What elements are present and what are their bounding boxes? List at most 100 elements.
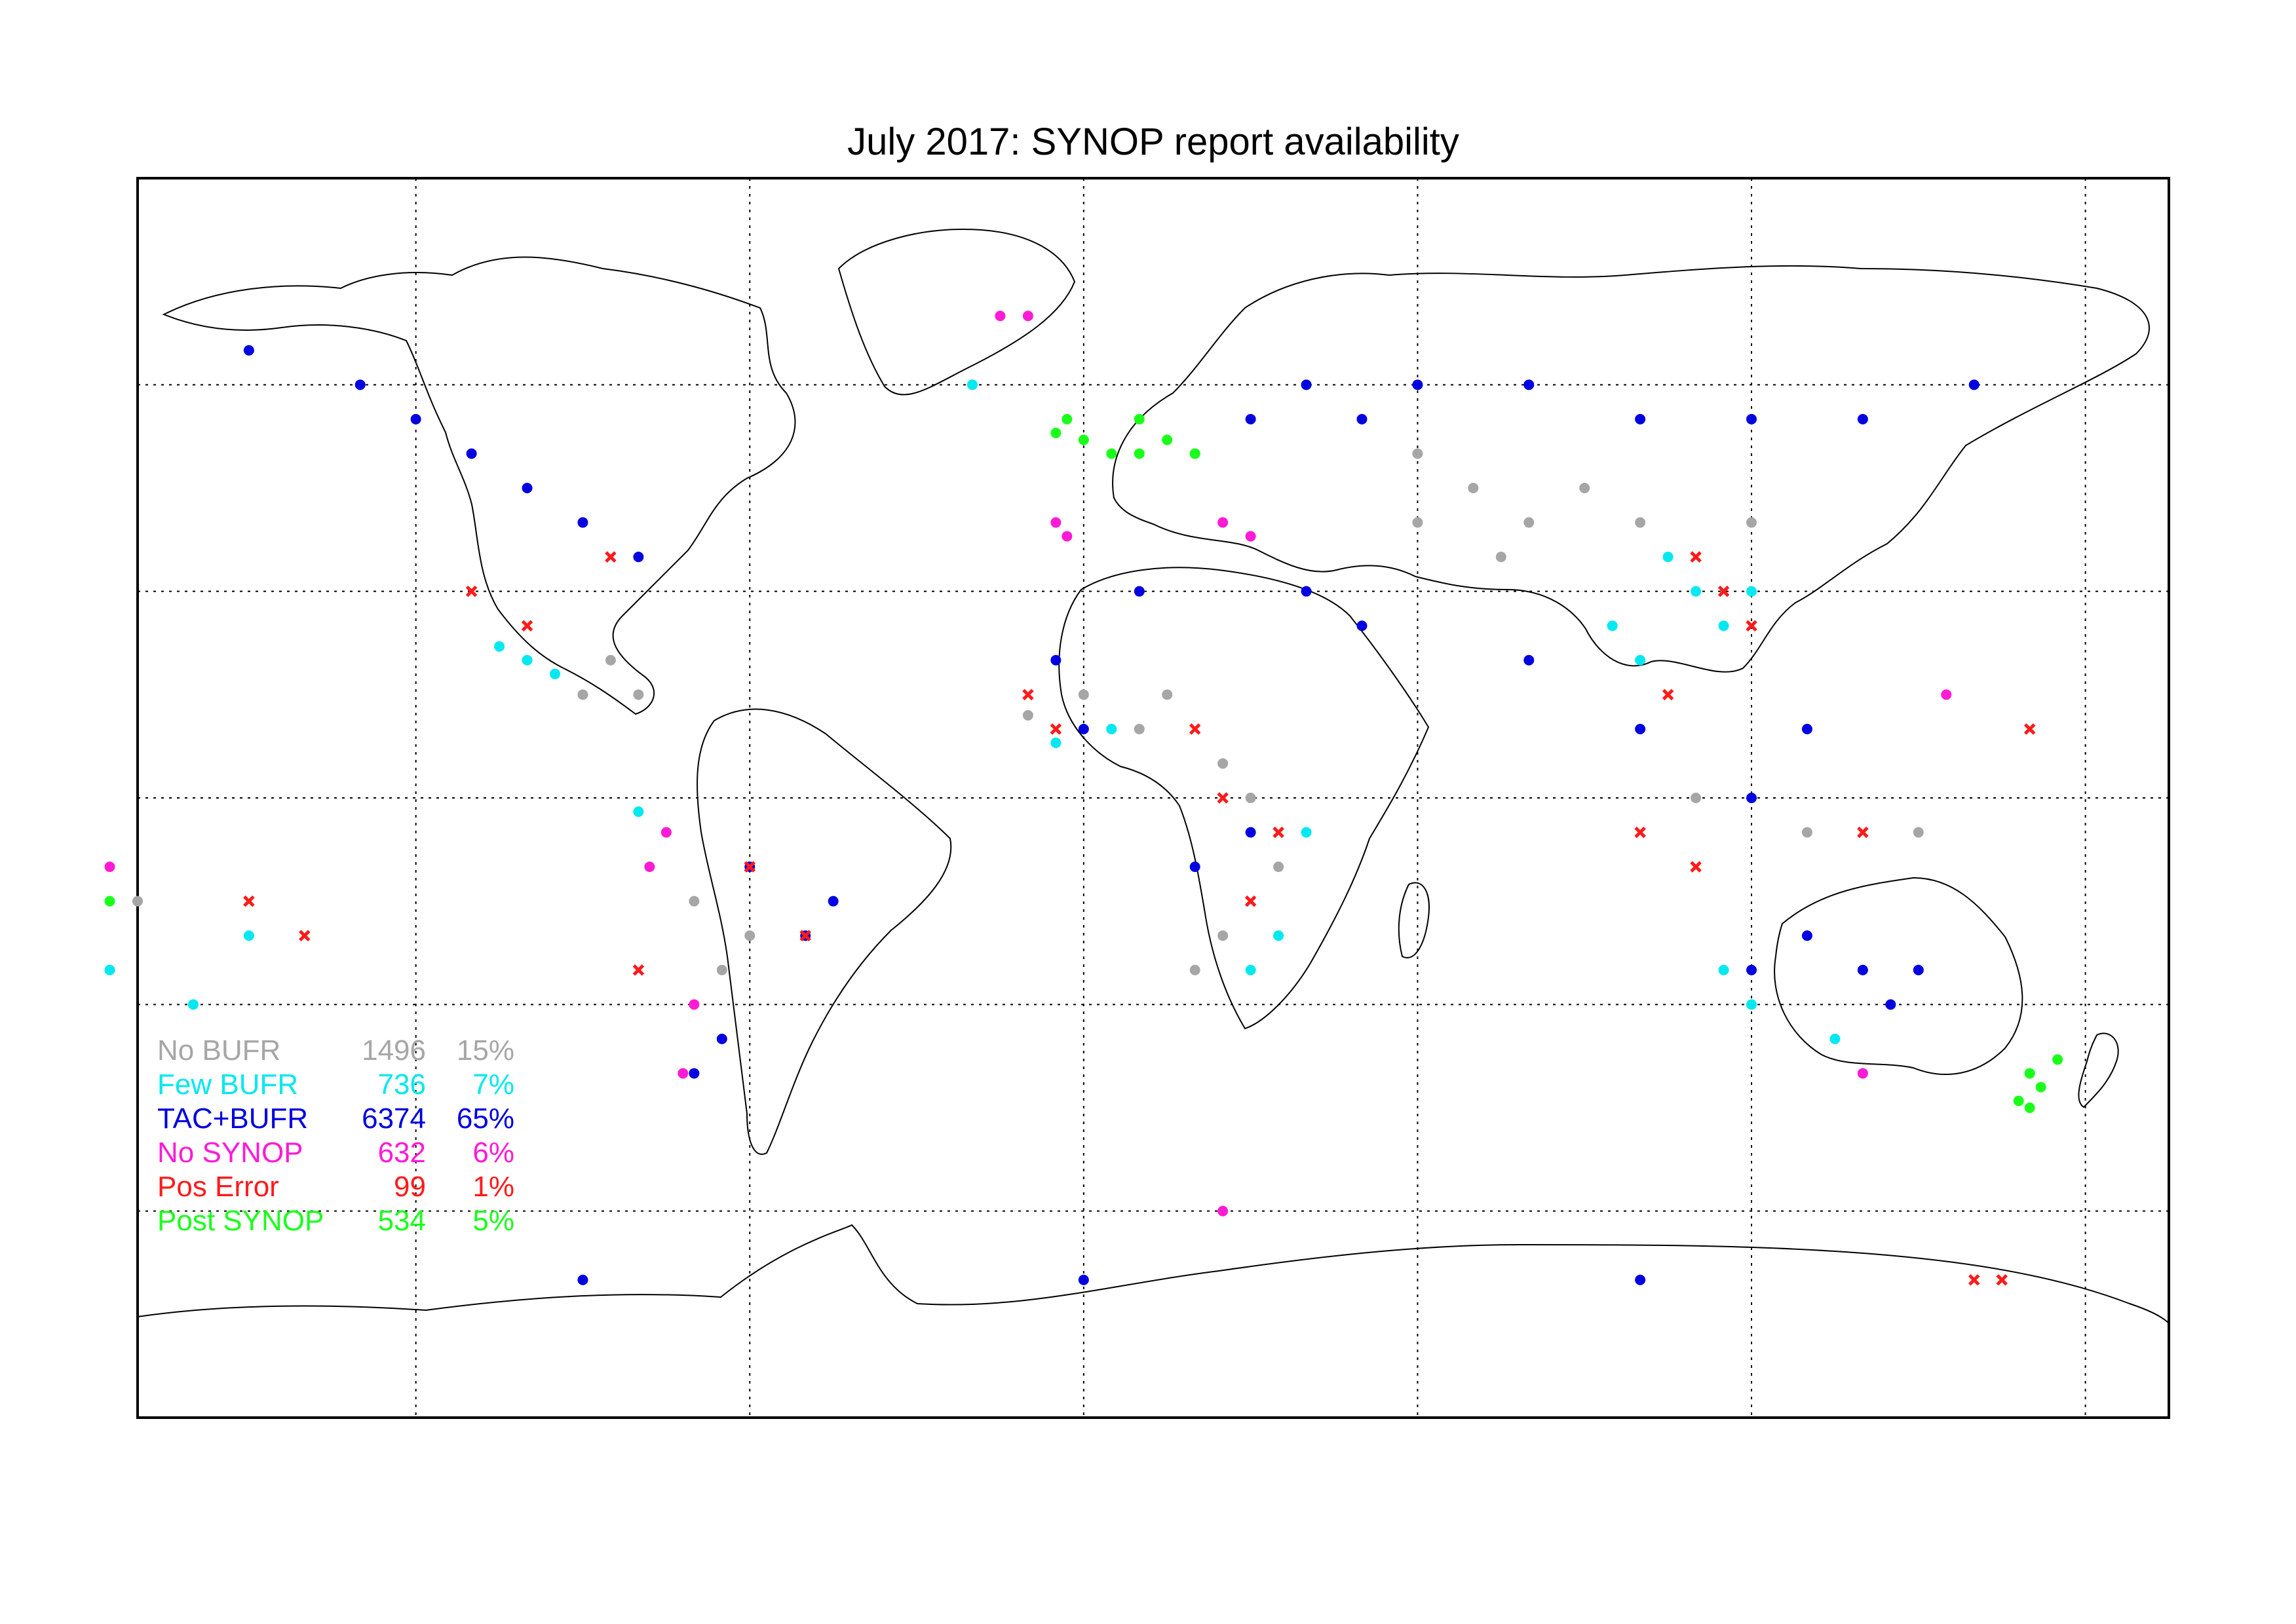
- pos-error-marker: [1189, 723, 1201, 735]
- station-point: [187, 999, 199, 1010]
- station-point: [243, 930, 254, 941]
- pos-error-marker: [799, 930, 811, 941]
- pos-error-marker: [2023, 723, 2036, 735]
- pos-error-marker: [1996, 1274, 2008, 1286]
- station-point: [1217, 930, 1229, 941]
- station-point: [1857, 1068, 1868, 1079]
- station-point: [1635, 1274, 1646, 1285]
- station-point: [1691, 793, 1702, 803]
- station-point: [1718, 964, 1729, 975]
- station-point: [1245, 827, 1256, 838]
- station-point: [660, 827, 672, 838]
- station-point: [1523, 654, 1535, 666]
- station-point: [1217, 517, 1229, 528]
- station-point: [744, 930, 756, 941]
- station-point: [966, 379, 978, 390]
- pos-error-marker: [632, 964, 645, 976]
- station-point: [689, 999, 700, 1010]
- station-point: [1941, 689, 1952, 700]
- legend-label: TAC+BUFR: [157, 1103, 308, 1135]
- gridlines: [138, 178, 2169, 1418]
- chart-title: July 2017: SYNOP report availability: [847, 121, 1459, 163]
- station-point: [1022, 709, 1033, 721]
- station-point: [1062, 531, 1073, 542]
- station-point: [1801, 930, 1812, 941]
- station-point: [1801, 827, 1812, 838]
- station-point: [1078, 434, 1089, 445]
- new-zealand-coastline: [2078, 1032, 2119, 1108]
- legend-percent: 6%: [472, 1137, 514, 1169]
- station-point: [104, 896, 115, 907]
- station-point: [678, 1068, 689, 1079]
- station-point: [689, 1068, 700, 1079]
- station-point: [644, 861, 655, 873]
- legend-percent: 1%: [472, 1171, 514, 1203]
- station-point: [1746, 413, 1757, 425]
- pos-error-marker: [744, 861, 756, 873]
- station-point: [1579, 483, 1590, 493]
- station-point: [1746, 586, 1757, 597]
- station-point: [1913, 827, 1924, 838]
- station-point: [1022, 311, 1033, 322]
- station-point: [1412, 379, 1423, 390]
- station-point: [1691, 586, 1702, 597]
- legend: No BUFR 1496 15%Few BUFR 736 7%TAC+BUFR 6374 6…: [157, 1034, 514, 1237]
- station-point: [1134, 448, 1145, 459]
- station-point: [1356, 413, 1368, 425]
- station-point: [1078, 1274, 1089, 1285]
- legend-count: 534: [378, 1205, 426, 1237]
- station-point: [1301, 586, 1312, 597]
- station-point: [1273, 930, 1284, 941]
- pos-error-marker: [1662, 689, 1674, 701]
- station-point: [1050, 427, 1062, 438]
- coastlines: [137, 228, 2170, 1324]
- north-america-coastline: [162, 256, 796, 715]
- station-point: [577, 689, 588, 700]
- station-point: [1078, 723, 1089, 734]
- station-point: [1273, 861, 1284, 873]
- station-point: [716, 1033, 727, 1044]
- station-point: [633, 689, 644, 700]
- pos-error-marker: [1717, 585, 1730, 597]
- station-point: [1245, 964, 1256, 975]
- station-point: [1801, 723, 1812, 734]
- station-point: [1746, 517, 1757, 528]
- station-point: [1217, 1205, 1229, 1217]
- station-point: [1134, 413, 1145, 425]
- station-point: [716, 964, 727, 975]
- station-point: [132, 896, 143, 907]
- pos-error-marker: [1217, 792, 1229, 804]
- station-point: [1217, 758, 1229, 769]
- pos-error-marker: [1244, 895, 1257, 907]
- pos-error-marker: [1050, 723, 1062, 735]
- station-point: [1162, 689, 1173, 700]
- station-point: [1412, 517, 1423, 528]
- pos-error-marker: [1746, 620, 1757, 632]
- station-point: [1746, 793, 1757, 803]
- legend-label: No BUFR: [157, 1034, 280, 1067]
- pos-error-marker: [605, 551, 617, 563]
- legend-count: 1496: [362, 1034, 426, 1067]
- africa-coastline: [1058, 567, 1430, 1030]
- station-point: [1134, 723, 1145, 734]
- legend-count: 6374: [362, 1103, 426, 1135]
- station-point: [1078, 689, 1089, 700]
- station-point: [2035, 1082, 2046, 1093]
- station-point: [577, 1274, 588, 1285]
- legend-count: 736: [378, 1068, 426, 1101]
- station-point: [104, 964, 115, 975]
- legend-count: 99: [394, 1171, 426, 1203]
- legend-percent: 15%: [457, 1034, 514, 1067]
- legend-percent: 65%: [457, 1103, 514, 1135]
- station-point: [1162, 434, 1173, 445]
- station-point: [605, 654, 616, 666]
- pos-error-marker: [521, 620, 533, 632]
- station-point: [2052, 1054, 2063, 1065]
- station-point: [1062, 413, 1073, 425]
- station-point: [1245, 531, 1256, 542]
- station-point: [1245, 413, 1256, 425]
- station-point: [1635, 654, 1646, 666]
- legend-label: No SYNOP: [157, 1137, 303, 1169]
- station-point: [1885, 999, 1896, 1010]
- eurasia-coastline: [1112, 265, 2150, 673]
